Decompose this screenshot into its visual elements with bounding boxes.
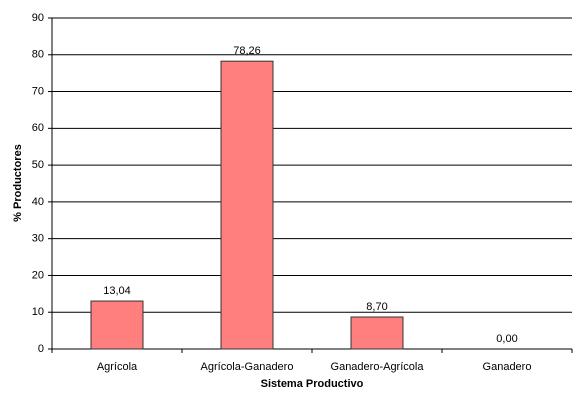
y-tick-label: 50: [32, 159, 44, 171]
y-axis-title: % Productores: [12, 144, 24, 222]
y-tick-label: 0: [38, 343, 44, 355]
value-label: 13,04: [103, 285, 131, 297]
x-tick-label: Agrícola: [97, 361, 138, 373]
x-tick-label: Ganadero: [483, 361, 532, 373]
y-tick-label: 40: [32, 196, 44, 208]
bar: [90, 300, 144, 350]
y-tick-label: 70: [32, 85, 44, 97]
x-axis-title: Sistema Productivo: [261, 378, 364, 390]
value-label: 8,70: [366, 301, 387, 313]
bar: [350, 316, 404, 350]
y-tick-label: 30: [32, 233, 44, 245]
value-label: 0,00: [496, 333, 517, 345]
value-label: 78,26: [233, 45, 261, 57]
y-tick-label: 10: [32, 306, 44, 318]
x-tick-label: Agrícola-Ganadero: [201, 361, 294, 373]
bar: [220, 60, 274, 350]
y-tick-label: 60: [32, 122, 44, 134]
x-tick-label: Ganadero-Agrícola: [331, 361, 425, 373]
y-tick-label: 80: [32, 49, 44, 61]
y-tick-label: 90: [32, 12, 44, 24]
y-tick-label: 20: [32, 269, 44, 281]
